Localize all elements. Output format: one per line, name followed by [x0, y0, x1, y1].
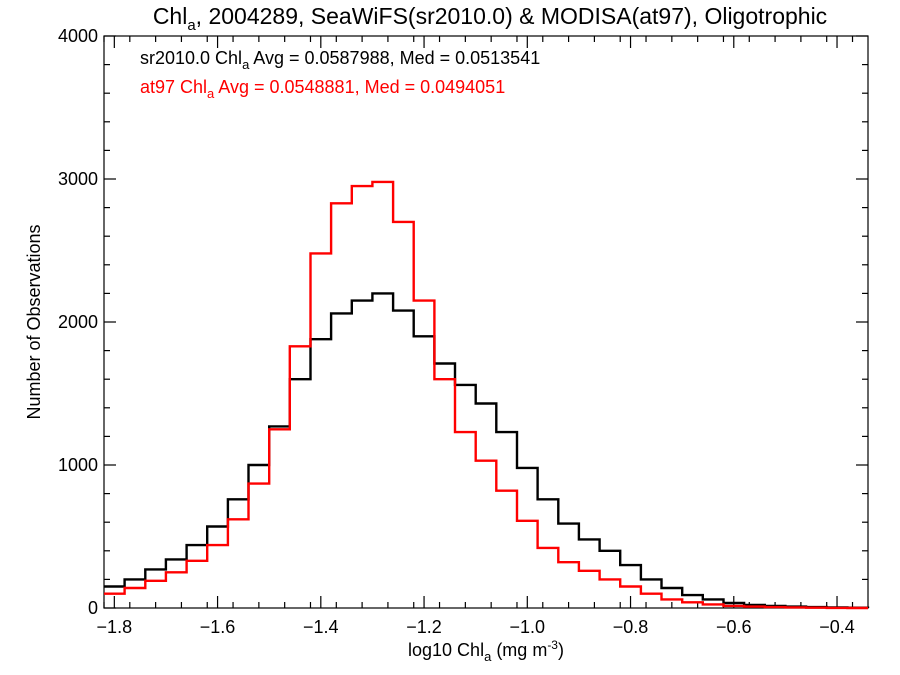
series-sr2010-line	[104, 292, 870, 609]
y-tick-label: 0	[88, 598, 98, 618]
series-layer	[104, 180, 870, 610]
x-tick-label: −0.8	[613, 617, 649, 637]
x-tick-label: −1.2	[406, 617, 442, 637]
y-tick-label: 4000	[58, 26, 98, 46]
x-tick-label: −1.4	[303, 617, 339, 637]
x-tick-label: −0.6	[716, 617, 752, 637]
x-tick-label: −1.0	[510, 617, 546, 637]
x-tick-label: −1.6	[200, 617, 236, 637]
series-at97-line	[104, 180, 868, 610]
axis-ticks: −1.8 −1.6 −1.4 −1.2 −1.0 −0.8 −0.6 −0.4 0 1000 200…	[58, 26, 868, 637]
annotation-at97: at97 Chla Avg = 0.0548881, Med = 0.04940…	[140, 77, 505, 101]
plot-frame	[103, 35, 869, 609]
x-tick-label: −1.8	[97, 617, 133, 637]
x-tick-label: −0.4	[819, 617, 855, 637]
y-tick-label: 3000	[58, 169, 98, 189]
y-tick-label: 2000	[58, 312, 98, 332]
y-axis-title: Number of Observations	[24, 224, 44, 419]
x-axis-title: log10 Chla (mg m-3)	[408, 638, 564, 664]
chart-title: Chla, 2004289, SeaWiFS(sr2010.0) & MODIS…	[153, 3, 827, 34]
y-tick-label: 1000	[58, 455, 98, 475]
annotation-sr2010: sr2010.0 Chla Avg = 0.0587988, Med = 0.0…	[140, 48, 540, 72]
